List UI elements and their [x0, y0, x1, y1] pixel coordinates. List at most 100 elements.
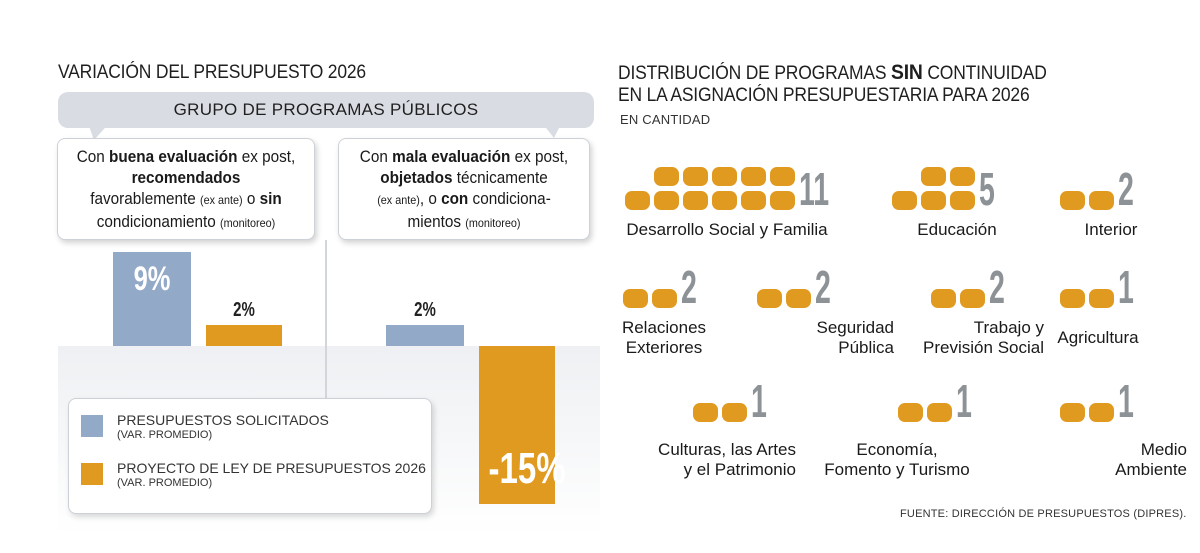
- program-dot: [1089, 191, 1114, 210]
- banner-pointers: [86, 118, 564, 140]
- ministry-name-line: Trabajo y: [973, 318, 1044, 337]
- program-dot: [898, 403, 923, 422]
- dot-row: [892, 191, 975, 210]
- program-dot: [786, 289, 811, 308]
- callout-bad-text: Con mala evaluación ex post, objetados t…: [352, 146, 577, 234]
- callout-good-text: Con buena evaluación ex post, recomendad…: [71, 146, 301, 234]
- dots-medio-ambiente: [1060, 403, 1114, 422]
- ministry-name-agricultura: Agricultura: [1028, 328, 1168, 348]
- ministry-name-line: Culturas, las Artes: [658, 440, 796, 459]
- bar-solicitados-mala: [386, 325, 464, 346]
- ministry-name-desarrollo-social-y-familia: Desarrollo Social y Familia: [607, 220, 847, 240]
- ministry-name-medio-ambiente: Medio Ambiente: [1047, 440, 1187, 480]
- ministry-name-economia-fomento-y-turismo: Economía, Fomento y Turismo: [797, 440, 997, 480]
- legend-swatch-solicitados: [81, 415, 103, 437]
- program-dot: [712, 167, 737, 186]
- dot-row: [625, 191, 795, 210]
- program-dot: [757, 289, 782, 308]
- program-dot: [741, 191, 766, 210]
- ministry-name-line: Exteriores: [625, 338, 703, 357]
- dot-row: [757, 289, 811, 308]
- program-dot: [770, 167, 795, 186]
- count-desarrollo-social-y-familia: 11: [799, 163, 830, 215]
- dots-agricultura: [1060, 289, 1114, 308]
- dot-row: [623, 289, 677, 308]
- dots-seguridad-publica: [757, 289, 811, 308]
- callout-good-line4: condicionamiento (monitoreo): [96, 212, 276, 231]
- ministry-name-line: Relaciones: [621, 318, 707, 337]
- ministry-name-culturas-las-artes-y-el-patrimonio: Culturas, las Artes y el Patrimonio: [596, 440, 796, 480]
- variation-bar-chart: 9% 2% 2% -15%: [113, 251, 555, 504]
- program-dot: [931, 289, 956, 308]
- callout-good-evaluation: Con buena evaluación ex post, recomendad…: [57, 138, 315, 240]
- bar-proyecto-buena: [206, 325, 282, 346]
- dot-row: [921, 167, 975, 186]
- program-dot: [722, 403, 747, 422]
- program-dot: [625, 191, 650, 210]
- program-dot: [950, 167, 975, 186]
- program-dot: [960, 289, 985, 308]
- callout-bad-evaluation: Con mala evaluación ex post, objetados t…: [338, 138, 590, 240]
- program-dot: [654, 191, 679, 210]
- right-chart-subtitle: EN CANTIDAD: [620, 112, 711, 127]
- ministry-name-line: Desarrollo Social y Familia: [626, 220, 828, 239]
- bar-label-solicitados-mala: 2%: [414, 299, 436, 321]
- callout-good-line1: Con buena evaluación ex post,: [76, 147, 296, 166]
- program-dot: [950, 191, 975, 210]
- count-culturas-las-artes-y-el-patrimonio: 1: [751, 375, 767, 427]
- callout-bad-line2: objetados técnicamente: [380, 168, 548, 187]
- callout-bad-line3: (ex ante), o con condiciona-: [377, 189, 551, 208]
- ministry-name-line: Previsión Social: [923, 338, 1044, 357]
- program-dot: [652, 289, 677, 308]
- count-educacion: 5: [979, 163, 995, 215]
- ministry-name-line: Seguridad: [816, 318, 894, 337]
- dot-row: [931, 289, 985, 308]
- ministry-name-line: y el Patrimonio: [683, 460, 796, 479]
- dot-row: [1060, 289, 1114, 308]
- dots-economia-fomento-y-turismo: [898, 403, 952, 422]
- program-dot: [1089, 403, 1114, 422]
- bar-proyecto-mala: [479, 346, 555, 504]
- source-note: FUENTE: DIRECCIÓN DE PRESUPUESTOS (DIPRE…: [900, 508, 1187, 520]
- callout-bad-line4: mientos (monitoreo): [407, 212, 521, 231]
- bar-label-proyecto-buena: 2%: [233, 299, 255, 321]
- program-dot: [921, 191, 946, 210]
- program-dot: [892, 191, 917, 210]
- count-economia-fomento-y-turismo: 1: [956, 375, 972, 427]
- program-dot: [683, 191, 708, 210]
- ministry-name-relaciones-exteriores: Relaciones Exteriores: [594, 318, 734, 358]
- ministry-name-trabajo-y-prevision-social: Trabajo y Previsión Social: [844, 318, 1044, 358]
- legend-label-proyecto: PROYECTO DE LEY DE PRESUPUESTOS 2026: [117, 460, 426, 476]
- group-banner: GRUPO DE PROGRAMAS PÚBLICOS: [58, 92, 594, 128]
- count-medio-ambiente: 1: [1118, 375, 1134, 427]
- callout-bad-line1: Con mala evaluación ex post,: [359, 147, 569, 166]
- dot-row: [693, 403, 747, 422]
- count-interior: 2: [1118, 163, 1134, 215]
- group-label: GRUPO DE PROGRAMAS PÚBLICOS: [173, 100, 479, 119]
- legend-swatch-proyecto: [81, 463, 103, 485]
- legend-sub-solicitados: (VAR. PROMEDIO): [117, 429, 213, 441]
- count-agricultura: 1: [1118, 261, 1134, 313]
- legend-text-proyecto: PROYECTO DE LEY DE PRESUPUESTOS 2026 (VA…: [117, 461, 426, 491]
- count-seguridad-publica: 2: [815, 261, 831, 313]
- program-dot: [1089, 289, 1114, 308]
- legend-text-solicitados: PRESUPUESTOS SOLICITADOS (VAR. PROMEDIO): [117, 413, 329, 443]
- ministry-name-line: Agricultura: [1057, 328, 1139, 347]
- dot-row: [654, 167, 795, 186]
- program-dot: [1060, 191, 1085, 210]
- program-dot: [770, 191, 795, 210]
- program-dot: [741, 167, 766, 186]
- dots-relaciones-exteriores: [623, 289, 677, 308]
- program-dot: [693, 403, 718, 422]
- bar-solicitados-buena: [113, 251, 191, 346]
- dots-culturas-las-artes-y-el-patrimonio: [693, 403, 747, 422]
- ministry-name-seguridad-publica: Seguridad Pública: [754, 318, 894, 358]
- divider-line: [325, 240, 327, 400]
- legend-label-solicitados: PRESUPUESTOS SOLICITADOS: [117, 412, 329, 428]
- dot-row: [1060, 191, 1114, 210]
- dots-desarrollo-social-y-familia: [625, 167, 795, 210]
- legend: PRESUPUESTOS SOLICITADOS (VAR. PROMEDIO)…: [68, 398, 432, 514]
- callout-good-line2: recomendados: [131, 168, 241, 187]
- ministry-name-line: Medio: [1140, 440, 1187, 459]
